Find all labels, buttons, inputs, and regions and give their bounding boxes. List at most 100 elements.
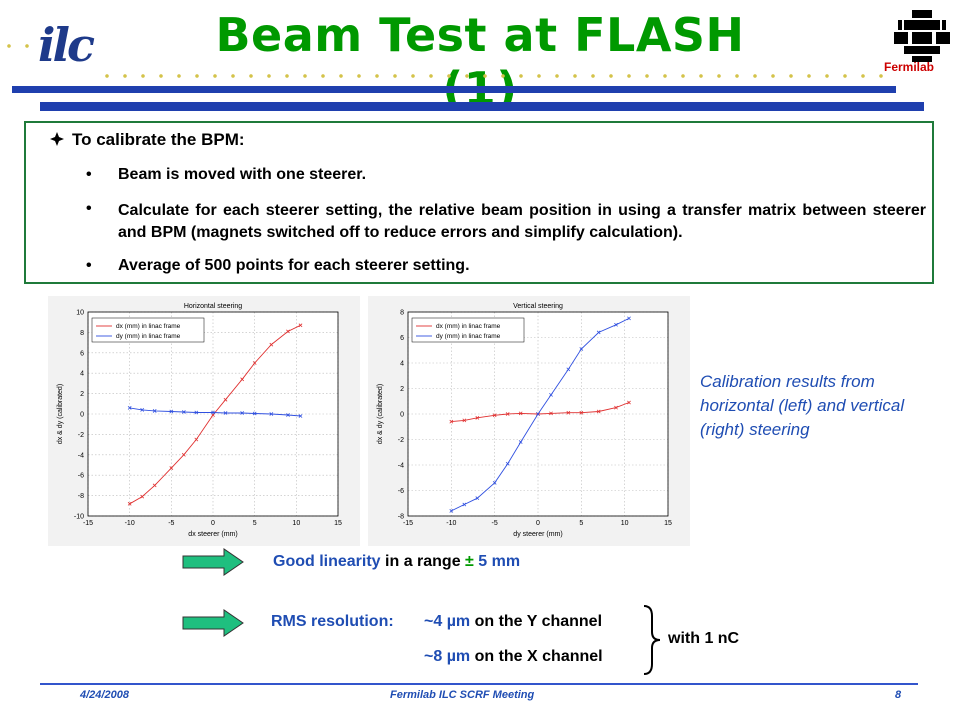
data-point: [505, 412, 510, 416]
data-point: [194, 410, 199, 415]
chart-title: Vertical steering: [513, 303, 563, 310]
y-tick-label: 6: [400, 335, 404, 342]
data-point: [286, 329, 290, 334]
x-tick-label: 5: [579, 520, 583, 527]
data-point: [549, 392, 553, 397]
footer-page-number: 8: [895, 689, 902, 701]
horizontal-steering-chart: -15 -10 -5 0 5 10 15-10-8-6-4-20246810Horizont…: [48, 296, 360, 546]
data-point: [127, 405, 132, 410]
data-point: [579, 410, 584, 415]
y-tick-label: -2: [398, 437, 404, 444]
content-box: [24, 121, 934, 284]
rms-y-suffix: on the Y channel: [470, 613, 603, 630]
data-point: [492, 413, 497, 418]
y-tick-label: 2: [400, 386, 404, 393]
data-point: [449, 509, 454, 513]
data-point: [596, 330, 601, 335]
data-point: [475, 496, 480, 501]
bullet-marker: •: [86, 166, 92, 183]
y-tick-label: -6: [78, 473, 84, 480]
x-tick-label: 0: [536, 520, 540, 527]
data-point: [298, 323, 303, 328]
footer-line: [40, 683, 918, 685]
data-point: [127, 501, 132, 506]
data-point: [566, 410, 571, 415]
y-tick-label: 4: [400, 361, 404, 368]
x-axis-label: dx steerer (mm): [188, 531, 237, 538]
data-point: [169, 409, 174, 414]
data-point: [152, 483, 157, 488]
data-point: [223, 397, 228, 402]
data-point: [449, 419, 454, 424]
curly-brace-icon: [643, 605, 661, 675]
section-heading: To calibrate the BPM:: [72, 130, 245, 149]
bullet-text-3: Average of 500 points for each steerer s…: [118, 257, 470, 274]
x-tick-label: -10: [125, 520, 135, 527]
data-point: [549, 411, 553, 416]
y-tick-label: -2: [78, 432, 84, 439]
chart-caption: Calibration results from horizontal (lef…: [700, 372, 905, 439]
data-point: [269, 342, 274, 347]
y-tick-label: 2: [80, 391, 84, 398]
y-tick-label: -4: [398, 463, 404, 470]
bullet-text-1: Beam is moved with one steerer.: [118, 166, 367, 183]
data-point: [627, 400, 631, 405]
footer-date: 4/24/2008: [80, 689, 129, 701]
data-point: [614, 405, 618, 410]
linearity-value: 5 mm: [473, 553, 521, 570]
data-point: [194, 437, 199, 442]
data-point: [269, 412, 274, 416]
data-point: [492, 480, 497, 485]
y-tick-label: -8: [78, 493, 84, 500]
y-axis-label: dx & dy (calibrated): [57, 384, 64, 444]
linearity-line: Good linearity in a range ± 5 mm: [273, 553, 520, 571]
x-tick-label: 10: [292, 520, 300, 527]
rms-x-line: ~8 µm on the X channel: [424, 648, 603, 666]
legend-label: dx (mm) in linac frame: [436, 323, 501, 330]
y-tick-label: 4: [80, 371, 84, 378]
data-point: [140, 408, 145, 412]
left-dotted-line: [0, 44, 40, 48]
bullet-text-2: Calculate for each steerer setting, the …: [118, 202, 926, 241]
page-title: Beam Test at FLASH (1): [215, 8, 745, 116]
bullet-marker: •: [86, 200, 92, 217]
data-point: [614, 322, 618, 327]
y-tick-label: 0: [80, 412, 84, 419]
rms-y-value: ~4 µm: [424, 613, 471, 630]
fermilab-logo-label: Fermilab: [884, 60, 935, 74]
data-point: [240, 411, 245, 415]
data-point: [462, 502, 467, 507]
data-point: [627, 316, 631, 321]
ilc-logo: ilc: [38, 18, 95, 72]
data-point: [240, 377, 245, 382]
vertical-steering-chart: -15 -10 -5 0 5 10 15 -8 -6 -4 -2 0 2 4 6 8 Vertical stee…: [368, 296, 690, 546]
data-point: [211, 410, 215, 415]
data-point: [518, 440, 523, 444]
right-arrow-icon: [182, 548, 244, 576]
x-tick-label: -15: [403, 520, 413, 527]
data-point: [252, 411, 257, 416]
data-point: [475, 415, 480, 420]
x-tick-label: -5: [168, 520, 174, 527]
data-point: [181, 452, 186, 457]
title-dotted-line: [98, 74, 888, 78]
data-point: [252, 361, 257, 365]
data-point: [566, 367, 571, 372]
legend-box: [411, 317, 525, 343]
bullet-marker: •: [86, 257, 92, 274]
linearity-label: Good linearity: [273, 553, 381, 570]
plot-frame: [87, 311, 339, 517]
x-tick-label: -15: [83, 520, 93, 527]
data-point: [286, 413, 290, 417]
data-point: [181, 410, 186, 414]
y-axis-label: dx & dy (calibrated): [377, 384, 384, 444]
x-tick-label: 15: [664, 520, 672, 527]
x-tick-label: -10: [446, 520, 456, 527]
y-tick-label: 0: [400, 412, 404, 419]
footer-meeting: Fermilab ILC SCRF Meeting: [390, 689, 535, 701]
legend-label: dy (mm) in linac frame: [436, 333, 501, 340]
x-tick-label: 0: [211, 520, 215, 527]
data-point: [152, 409, 157, 413]
y-tick-label: -4: [78, 452, 84, 459]
data-point: [596, 409, 601, 414]
